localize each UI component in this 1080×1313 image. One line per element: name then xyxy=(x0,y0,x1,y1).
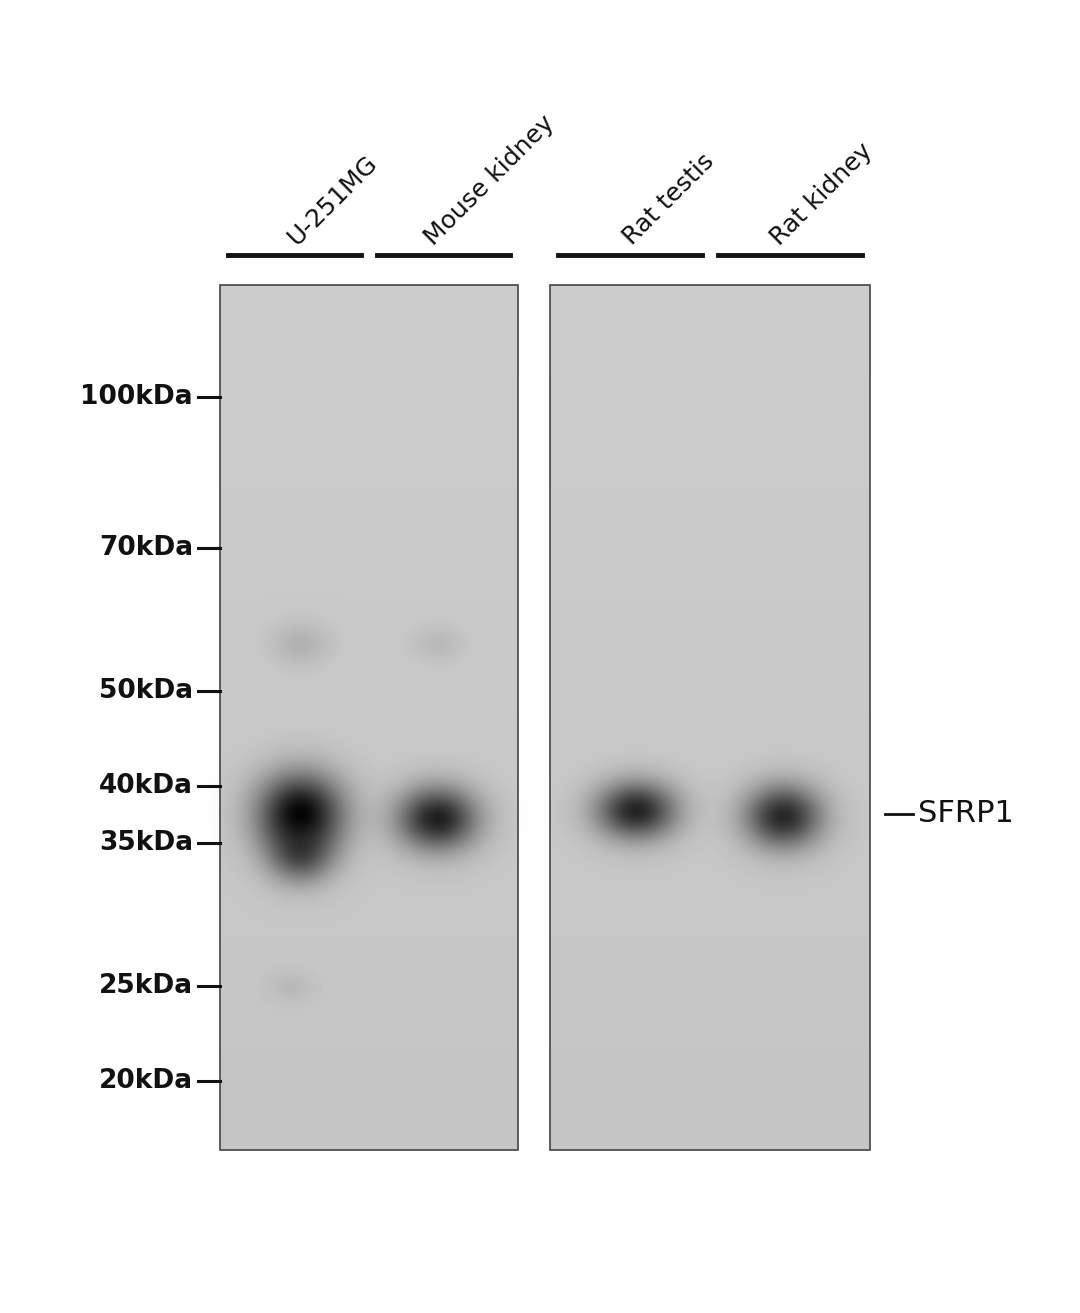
Text: Rat testis: Rat testis xyxy=(619,150,719,249)
Text: SFRP1: SFRP1 xyxy=(918,800,1014,829)
Text: Rat kidney: Rat kidney xyxy=(766,139,877,249)
Text: 70kDa: 70kDa xyxy=(99,536,193,561)
Text: 35kDa: 35kDa xyxy=(99,830,193,856)
Text: U-251MG: U-251MG xyxy=(283,151,382,249)
Bar xyxy=(220,285,518,1150)
Text: 40kDa: 40kDa xyxy=(99,773,193,800)
Text: 20kDa: 20kDa xyxy=(99,1067,193,1094)
Text: 50kDa: 50kDa xyxy=(99,679,193,704)
Bar xyxy=(550,285,870,1150)
Text: Mouse kidney: Mouse kidney xyxy=(420,112,559,249)
Text: 100kDa: 100kDa xyxy=(80,383,193,410)
Text: 25kDa: 25kDa xyxy=(99,973,193,999)
